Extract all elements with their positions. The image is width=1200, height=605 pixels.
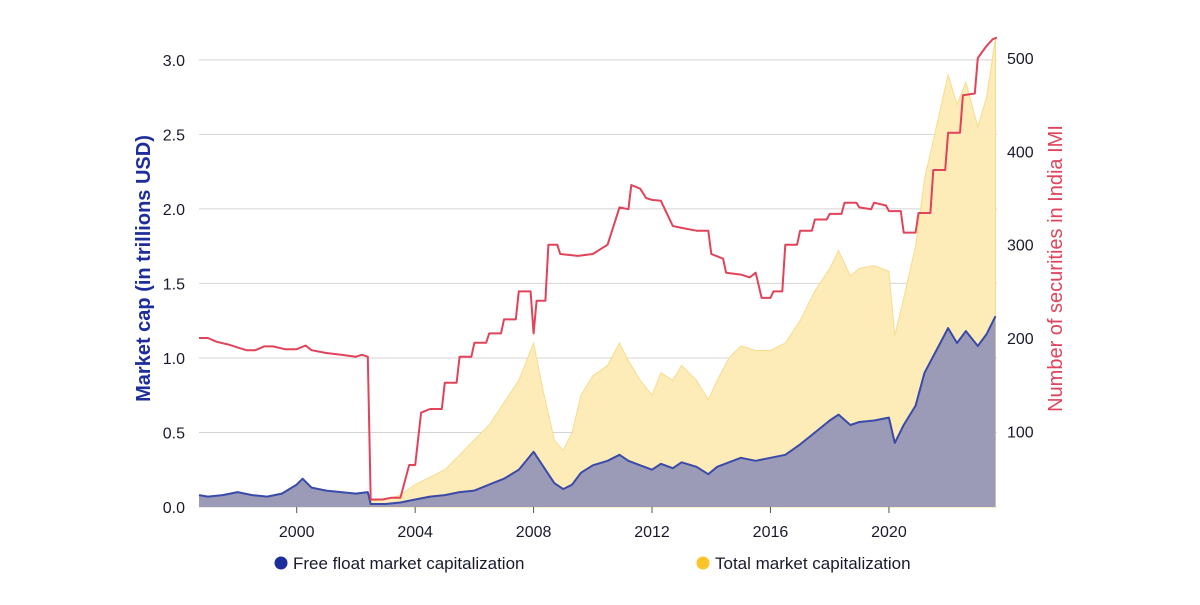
x-tick-label: 2004 — [397, 524, 433, 541]
y-right-tick-label: 100 — [1007, 424, 1034, 441]
legend-label-total: Total market capitalization — [715, 554, 911, 573]
y-right-tick-label: 400 — [1007, 144, 1034, 161]
securities-count-line — [199, 36, 998, 501]
x-tick-label: 2016 — [753, 524, 789, 541]
x-tick-label: 2000 — [279, 524, 315, 541]
y-left-tick-label: 1.0 — [163, 351, 185, 368]
area-series — [198, 37, 997, 508]
total-market-cap-area — [370, 37, 996, 508]
x-tick-label: 2008 — [516, 524, 552, 541]
y-left-tick-label: 0.5 — [163, 425, 185, 442]
y-axis-left-title: Market cap (in trillions USD) — [133, 135, 155, 402]
y-left-tick-label: 0.0 — [163, 500, 185, 517]
x-tick-label: 2020 — [871, 524, 907, 541]
legend: Free float market capitalization Total m… — [274, 554, 911, 573]
legend-marker-total — [696, 556, 710, 570]
y-left-tick-label: 2.0 — [163, 202, 185, 219]
line-series — [199, 36, 998, 501]
y-right-tick-label: 200 — [1007, 331, 1034, 348]
y-right-tick-label: 300 — [1007, 238, 1034, 255]
y-left-tick-label: 1.5 — [163, 276, 185, 293]
free-float-area — [199, 316, 996, 507]
axes: 0.0 0.5 1.0 1.5 2.0 2.5 3.0 100 200 300 400 500 2000… — [163, 51, 1034, 541]
legend-marker-free-float — [274, 556, 288, 570]
legend-label-free-float: Free float market capitalization — [293, 554, 525, 573]
grid-lines — [199, 59, 997, 508]
y-left-tick-label: 2.5 — [163, 127, 185, 144]
free-float-line — [198, 315, 997, 505]
y-axis-right-title: Number of securities in India IMI — [1045, 125, 1067, 412]
y-right-tick-label: 500 — [1007, 51, 1034, 68]
y-left-tick-label: 3.0 — [163, 53, 185, 70]
x-tick-label: 2012 — [634, 524, 670, 541]
